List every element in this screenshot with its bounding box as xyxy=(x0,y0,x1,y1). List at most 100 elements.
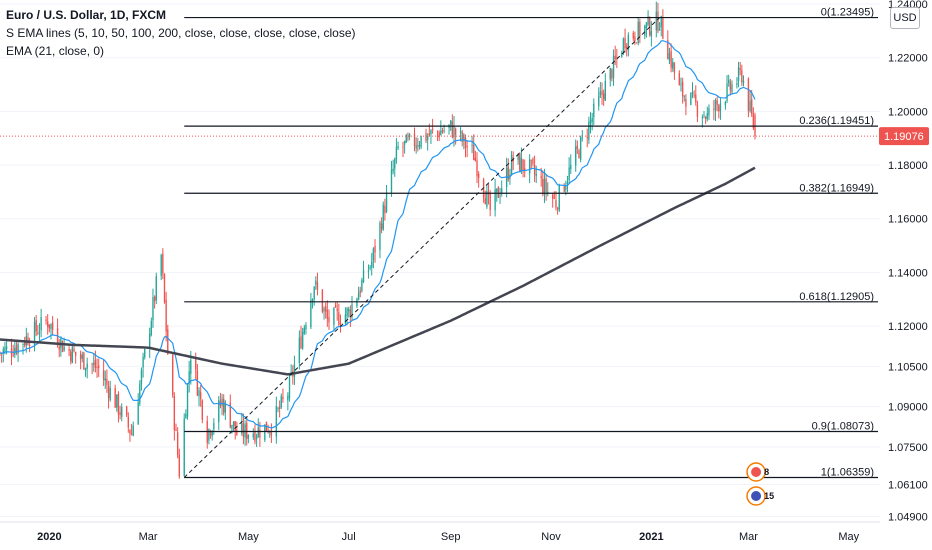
fib-level-label: 0.9(1.08073) xyxy=(812,420,874,432)
candle xyxy=(132,421,134,437)
candle xyxy=(93,352,95,372)
candle xyxy=(339,314,342,333)
candle xyxy=(741,64,743,87)
event-badges[interactable]: 8 15 xyxy=(746,462,774,506)
candle xyxy=(691,82,694,99)
candle xyxy=(148,327,151,359)
candle xyxy=(662,9,664,40)
price-tick-label: 1.06100 xyxy=(888,479,928,491)
candle xyxy=(578,148,580,159)
candle xyxy=(405,133,407,143)
candle xyxy=(167,324,169,355)
candle xyxy=(50,323,52,340)
time-tick-label: May xyxy=(838,531,859,543)
candle xyxy=(403,140,406,154)
time-tick-label: May xyxy=(238,531,259,543)
candle xyxy=(637,17,639,46)
candle xyxy=(130,423,133,436)
candle xyxy=(252,428,254,440)
candle xyxy=(685,94,687,116)
candle xyxy=(47,314,49,335)
candle xyxy=(287,392,289,411)
candle xyxy=(336,301,338,321)
candle xyxy=(487,184,490,205)
fib-trend-line[interactable] xyxy=(183,17,660,478)
candle xyxy=(690,92,692,106)
candle xyxy=(547,182,549,197)
fib-level-label: 1(1.06359) xyxy=(821,466,874,478)
candle xyxy=(645,22,648,38)
candle xyxy=(129,429,131,442)
candle xyxy=(719,97,722,120)
candle xyxy=(305,322,307,335)
candle xyxy=(599,82,602,98)
candle xyxy=(150,317,153,337)
candle xyxy=(51,315,54,335)
candle xyxy=(219,392,222,409)
price-axis[interactable]: 1.24000 1.22000 1.20000 1.18000 1.16000 1.140… xyxy=(879,0,932,550)
candle xyxy=(324,302,327,319)
candle xyxy=(486,183,488,209)
candle xyxy=(649,16,651,37)
candle xyxy=(208,428,210,445)
economic-event-badge[interactable]: 15 xyxy=(746,486,774,506)
candle xyxy=(328,309,330,330)
candle xyxy=(86,357,88,379)
candle xyxy=(742,75,745,87)
candle xyxy=(114,384,116,408)
candle xyxy=(362,260,365,284)
symbol-title[interactable]: Euro / U.S. Dollar, 1D, FXCM xyxy=(6,8,167,22)
candle xyxy=(430,129,432,144)
candle xyxy=(374,239,376,263)
candle xyxy=(556,206,559,215)
candle xyxy=(598,87,600,111)
time-axis[interactable]: 2020 Mar May Jul Sep Nov 2021 Mar May xyxy=(0,521,880,543)
candle xyxy=(139,380,141,407)
candle xyxy=(232,421,235,432)
candle xyxy=(635,42,638,44)
candle xyxy=(737,61,740,88)
candle xyxy=(188,360,190,393)
candle xyxy=(415,137,417,154)
candle xyxy=(162,248,164,280)
candle xyxy=(459,126,462,142)
candle xyxy=(461,130,463,147)
candle xyxy=(678,70,681,86)
candle xyxy=(751,89,753,117)
candle xyxy=(98,358,100,377)
indicator-ema21[interactable]: EMA (21, close, 0) xyxy=(6,44,105,58)
candle xyxy=(70,349,72,365)
fib-level-label: 0.382(1.16949) xyxy=(799,182,874,194)
candle xyxy=(627,32,630,57)
candle xyxy=(476,152,478,184)
candle xyxy=(436,130,439,142)
candle xyxy=(588,116,590,144)
candle xyxy=(172,352,174,398)
indicator-ema-lines[interactable]: S EMA lines (5, 10, 50, 100, 200, close,… xyxy=(6,26,356,40)
fibonacci-retracement[interactable]: 0(1.23495) 0.236(1.19451) 0.382(1.16949) 0.… xyxy=(183,7,878,479)
candle xyxy=(282,388,284,403)
candle xyxy=(61,340,64,353)
candle xyxy=(655,1,657,38)
fib-level-label: 0(1.23495) xyxy=(821,7,874,19)
currency-button[interactable]: USD xyxy=(890,7,920,29)
candle xyxy=(394,157,396,177)
time-tick-label: Mar xyxy=(739,531,758,543)
economic-event-badge[interactable]: 8 xyxy=(746,462,769,482)
candle xyxy=(0,352,3,363)
candle xyxy=(454,127,457,145)
candle xyxy=(575,139,577,172)
candle xyxy=(683,95,685,102)
candle xyxy=(568,157,570,184)
candle xyxy=(15,340,18,356)
candle xyxy=(224,400,227,421)
candle xyxy=(471,136,473,154)
candle xyxy=(466,140,468,158)
time-tick-label: Jul xyxy=(342,531,356,543)
candle xyxy=(213,418,215,435)
candle xyxy=(223,394,225,416)
candle xyxy=(22,343,24,355)
time-tick-label: Nov xyxy=(541,531,561,543)
candle xyxy=(673,62,676,80)
